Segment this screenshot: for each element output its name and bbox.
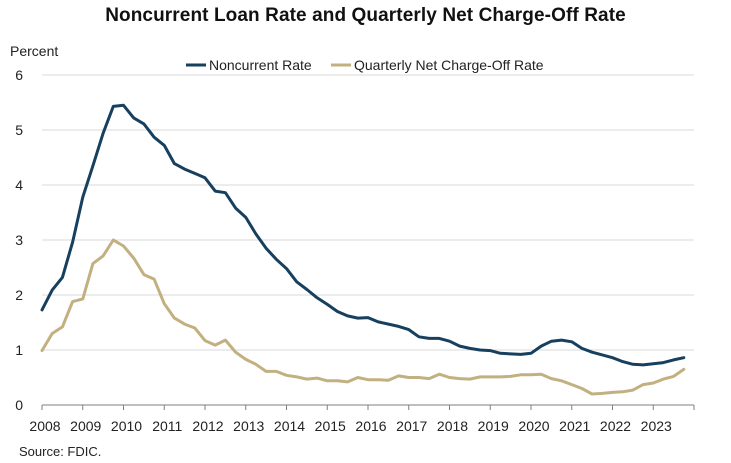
x-tick-label: 2010 [111, 418, 142, 434]
legend-label: Quarterly Net Charge-Off Rate [354, 57, 544, 73]
x-tick-label: 2023 [641, 418, 672, 434]
y-tick-label: 2 [15, 287, 23, 303]
y-tick-label: 6 [15, 67, 23, 83]
y-tick-label: 3 [15, 232, 23, 248]
x-tick-label: 2019 [478, 418, 509, 434]
series-line-quarterly-net-charge-off-rate [40, 238, 686, 396]
x-tick-label: 2021 [559, 418, 590, 434]
x-tick-label: 2008 [29, 418, 60, 434]
gridlines [42, 74, 694, 351]
x-tick-label: 2017 [396, 418, 427, 434]
x-tick-label: 2011 [152, 418, 182, 434]
series-lines [40, 103, 686, 396]
y-tick-label: 5 [15, 122, 23, 138]
legend-label: Noncurrent Rate [209, 57, 312, 73]
x-tick-label: 2018 [437, 418, 468, 434]
x-tick-label: 2012 [192, 418, 223, 434]
chart-title: Noncurrent Loan Rate and Quarterly Net C… [105, 5, 626, 26]
y-axis-label: Percent [10, 43, 59, 59]
y-tick-label: 0 [15, 397, 23, 413]
x-tick-label: 2009 [70, 418, 101, 434]
x-tick-label: 2014 [274, 418, 305, 434]
x-tick-label: 2020 [518, 418, 549, 434]
legend: Noncurrent Rate Quarterly Net Charge-Off … [186, 57, 544, 73]
x-tick-label: 2013 [233, 418, 264, 434]
axes: 0 1 2 3 4 5 6 2008 2009 2010 2011 2012 2013 2014 2015 2… [15, 67, 695, 434]
x-tick-label: 2022 [600, 418, 631, 434]
x-tick-label: 2015 [315, 418, 346, 434]
source-note: Source: FDIC. [19, 444, 102, 459]
y-tick-label: 1 [15, 342, 23, 358]
series-line-noncurrent-rate [40, 103, 686, 367]
x-tick-label: 2016 [355, 418, 386, 434]
y-tick-label: 4 [15, 177, 23, 193]
